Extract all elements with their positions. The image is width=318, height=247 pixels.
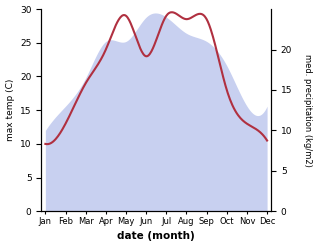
Y-axis label: med. precipitation (kg/m2): med. precipitation (kg/m2): [303, 54, 313, 167]
X-axis label: date (month): date (month): [117, 231, 195, 242]
Y-axis label: max temp (C): max temp (C): [5, 79, 15, 141]
